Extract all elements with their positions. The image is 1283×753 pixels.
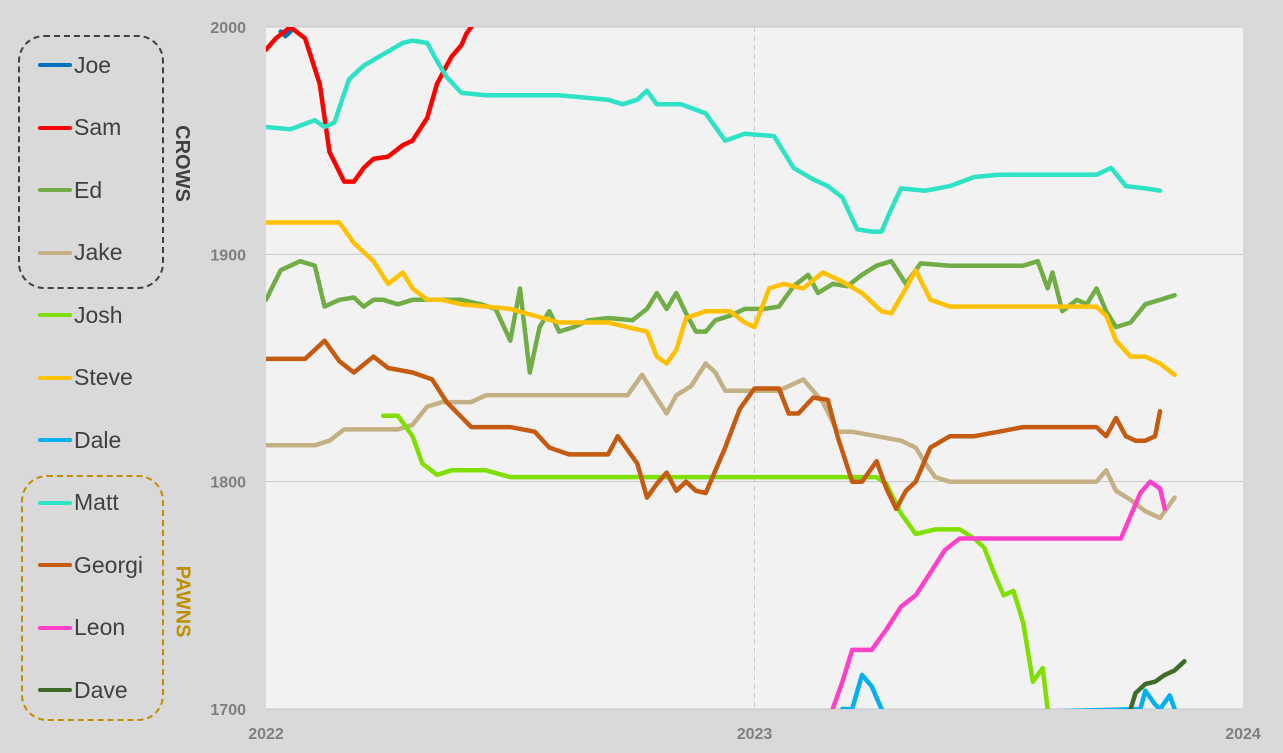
legend-label: Dale	[74, 426, 122, 453]
y-tick-label: 1800	[210, 475, 246, 492]
series-line-dave	[1128, 659, 1187, 709]
crows-group-box	[18, 35, 164, 289]
series-line-dale	[840, 672, 1177, 709]
legend-item-joe: Joe	[38, 50, 111, 80]
y-tick-label: 1700	[210, 702, 246, 719]
x-tick-label: 2024	[1225, 726, 1261, 743]
gridlines	[266, 26, 1243, 710]
legend-label: Joe	[74, 51, 112, 78]
legend-item-matt: Matt	[38, 488, 119, 518]
series-line-georgi	[266, 338, 1163, 512]
series-line-steve	[266, 220, 1177, 378]
legend-label: Matt	[74, 489, 119, 515]
legend-swatch	[38, 688, 72, 692]
y-tick-label: 1900	[210, 247, 246, 264]
legend-item-dale: Dale	[38, 425, 121, 455]
series-line-ed	[266, 258, 1177, 375]
legend-label: Leon	[74, 614, 126, 640]
legend-label: Josh	[74, 301, 123, 328]
legend-label: Jake	[74, 239, 123, 265]
series-line-sam	[266, 27, 474, 184]
legend-label: Steve	[74, 364, 133, 390]
pawns-group-label: PAWNS	[171, 565, 194, 638]
series-line-matt	[266, 38, 1163, 234]
legend-label: Sam	[74, 114, 122, 140]
legend-label: Dave	[74, 676, 128, 703]
legend-item-sam: Sam	[38, 113, 121, 143]
legend-label: Georgi	[74, 551, 144, 578]
legend-item-jake: Jake	[38, 238, 123, 268]
crows-group-label: CROWS	[170, 125, 193, 202]
legend-swatch	[38, 125, 72, 130]
legend-item-ed: Ed	[38, 175, 102, 205]
legend-swatch	[38, 250, 72, 255]
legend-swatch	[38, 438, 72, 442]
series-line-leon	[830, 479, 1168, 709]
legend-item-leon: Leon	[38, 613, 125, 643]
legend-swatch	[38, 63, 72, 67]
legend-item-georgi: Georgi	[38, 550, 143, 580]
legend-swatch	[38, 313, 72, 317]
series-lines	[266, 27, 1187, 709]
series-line-jake	[266, 361, 1177, 521]
legend-item-steve: Steve	[38, 363, 133, 393]
legend-swatch	[38, 375, 72, 380]
legend-item-dave: Dave	[38, 675, 128, 705]
x-tick-label: 2023	[737, 726, 773, 743]
legend-item-josh: Josh	[38, 300, 123, 330]
legend-swatch	[38, 188, 72, 192]
pawns-group-box	[21, 475, 164, 721]
x-tick-label: 2022	[248, 726, 284, 743]
y-tick-label: 2000	[210, 20, 246, 37]
legend-swatch	[38, 563, 72, 567]
legend-swatch	[38, 500, 72, 505]
legend-label: Ed	[74, 176, 103, 203]
legend-swatch	[38, 625, 72, 630]
legend: CROWS PAWNS Joe Sam Ed Jake Josh Steve Dale Mat…	[0, 0, 200, 753]
